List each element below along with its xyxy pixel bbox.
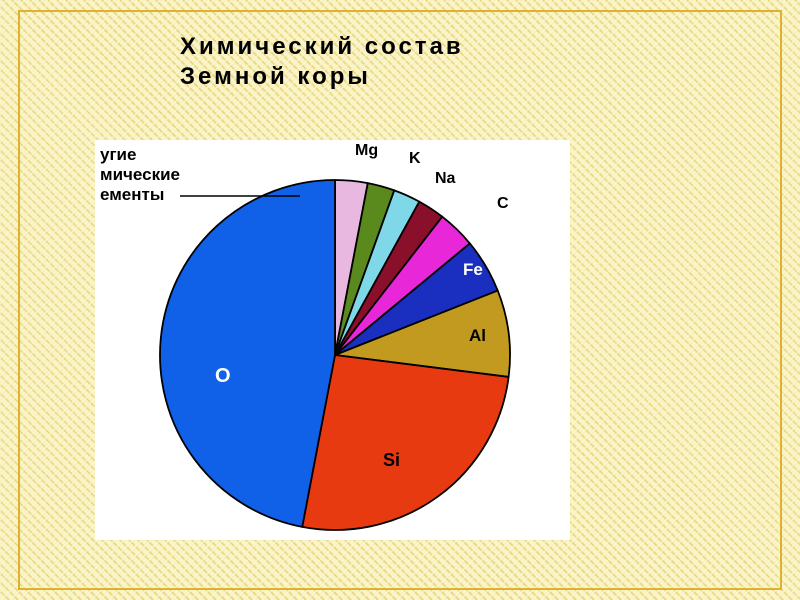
slice-label-K_label: K xyxy=(409,150,421,168)
pie-slice-Si xyxy=(302,355,508,530)
pie-chart-container: угие мические ементы Mg K Na C Fe Al Si O xyxy=(95,140,570,540)
slice-label-Al_label: Al xyxy=(469,326,486,346)
slice-label-Mg_label: Mg xyxy=(355,142,378,160)
slice-label-other_label: угие мические ементы xyxy=(100,145,180,205)
chart-title: Химический состав Земной коры xyxy=(180,32,464,92)
slice-label-Ca_label: C xyxy=(497,195,509,213)
slice-label-Na_label: Na xyxy=(435,170,455,188)
slice-label-O_label: O xyxy=(215,365,231,388)
slide-content: Химический состав Земной коры угие мичес… xyxy=(0,0,800,600)
slice-label-Si_label: Si xyxy=(383,450,400,471)
slice-label-Fe_label: Fe xyxy=(463,260,483,280)
pie-slice-O xyxy=(160,180,335,527)
title-line2: Земной коры xyxy=(180,63,371,90)
title-line1: Химический состав xyxy=(180,33,464,60)
